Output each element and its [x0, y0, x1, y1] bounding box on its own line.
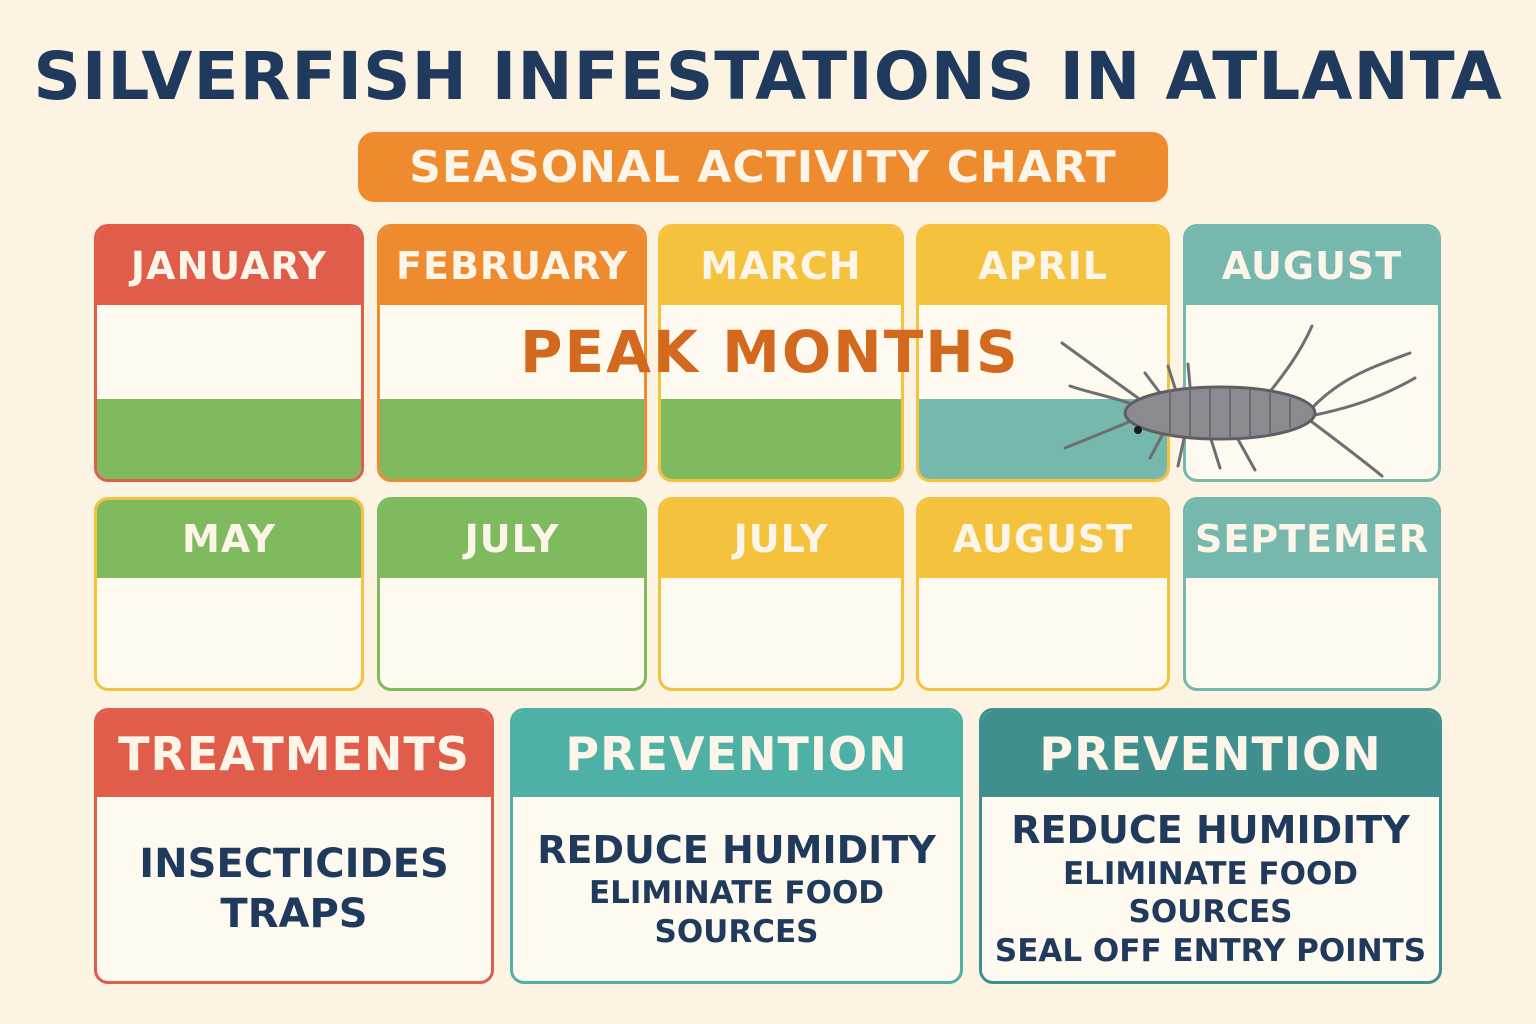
activity-bar [380, 399, 644, 479]
month-header: MARCH [661, 227, 901, 305]
month-header: JANUARY [97, 227, 361, 305]
prevention-item: ELIMINATE FOOD SOURCES [588, 875, 885, 950]
prevention-item: REDUCE HUMIDITY [537, 827, 936, 872]
prevention-card: PREVENTION REDUCE HUMIDITY ELIMINATE FOO… [510, 708, 963, 984]
month-card-september: SEPTEMER [1183, 497, 1441, 691]
treatment-item: TRAPS [220, 891, 368, 937]
month-card-july-2: JULY [658, 497, 904, 691]
month-header: MAY [97, 500, 361, 578]
month-card-april: APRIL [916, 224, 1170, 482]
month-card-march: MARCH [658, 224, 904, 482]
prevention-item: ELIMINATE FOOD SOURCES [1062, 855, 1359, 931]
page-title: SILVERFISH INFESTATIONS IN ATLANTA [33, 38, 1503, 115]
treatments-card: TREATMENTS INSECTICIDES TRAPS [94, 708, 494, 984]
month-card-february: FEBRUARY [377, 224, 647, 482]
month-card-may: MAY [94, 497, 364, 691]
activity-bar [661, 399, 901, 479]
treatment-item: INSECTICIDES [139, 841, 449, 887]
month-header: JULY [661, 500, 901, 578]
month-card-august-2: AUGUST [916, 497, 1170, 691]
prevention-item: REDUCE HUMIDITY [1011, 808, 1410, 853]
silverfish-icon [1060, 324, 1417, 478]
prevention-card-2: PREVENTION REDUCE HUMIDITY ELIMINATE FOO… [979, 708, 1442, 984]
month-header: SEPTEMER [1186, 500, 1438, 578]
month-header: APRIL [919, 227, 1167, 305]
month-header: AUGUST [1186, 227, 1438, 305]
peak-months-label: PEAK MONTHS [520, 318, 1020, 386]
month-header: AUGUST [919, 500, 1167, 578]
treatments-heading: TREATMENTS [97, 711, 491, 797]
subtitle-banner: SEASONAL ACTIVITY CHART [358, 132, 1168, 202]
subtitle-text: SEASONAL ACTIVITY CHART [409, 141, 1117, 193]
activity-bar [97, 399, 361, 479]
prevention-heading: PREVENTION [982, 711, 1439, 797]
month-card-january: JANUARY [94, 224, 364, 482]
prevention-heading: PREVENTION [513, 711, 960, 797]
month-header: JULY [380, 500, 644, 578]
month-header: FEBRUARY [380, 227, 644, 305]
month-card-july: JULY [377, 497, 647, 691]
prevention-item: SEAL OFF ENTRY POINTS [994, 933, 1427, 970]
